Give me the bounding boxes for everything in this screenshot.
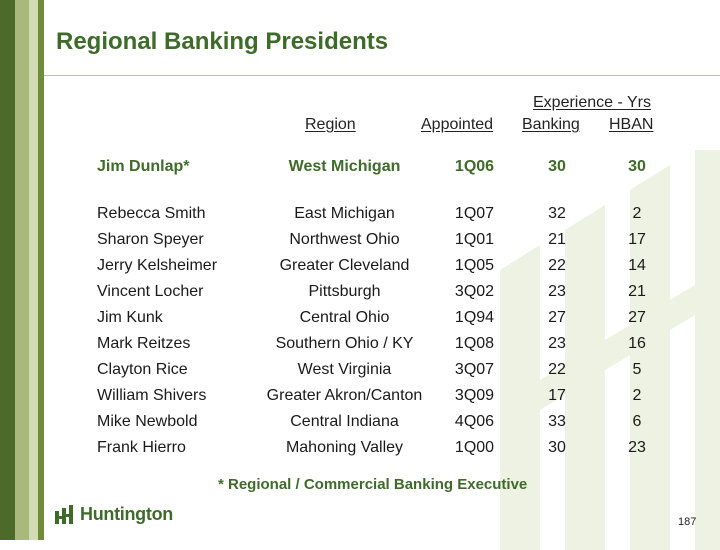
cell-region: Central Indiana [290, 413, 399, 430]
cell-appointed: 3Q09 [454, 387, 495, 404]
table-row: Clayton Rice West Virginia 3Q07 22 5 [84, 357, 677, 383]
cell-banking: 22 [548, 257, 566, 274]
cell-region: West Virginia [297, 361, 392, 378]
cell-name: Rebecca Smith [97, 205, 206, 222]
presidents-table: Jim Dunlap* West Michigan 1Q06 30 30 Reb… [84, 154, 677, 461]
title-divider [44, 75, 720, 76]
cell-appointed: 1Q07 [454, 205, 495, 222]
cell-hban: 16 [628, 335, 646, 352]
band-stripe-accent [38, 0, 44, 540]
col-header-appointed: Appointed [421, 116, 494, 133]
cell-name: Clayton Rice [97, 361, 188, 378]
cell-banking: 21 [548, 231, 566, 248]
table-row: Jim Kunk Central Ohio 1Q94 27 27 [84, 305, 677, 331]
cell-hban: 6 [632, 413, 642, 430]
experience-group-header: Experience - Yrs [533, 94, 651, 111]
brand-logo: Huntington [54, 504, 173, 525]
cell-name: Jim Kunk [97, 309, 163, 326]
col-header-hban: HBAN [609, 116, 654, 133]
spacer-cell [84, 180, 677, 201]
cell-hban: 14 [628, 257, 646, 274]
presidents-table-body: Jim Dunlap* West Michigan 1Q06 30 30 Reb… [84, 154, 677, 461]
table-row: Vincent Locher Pittsburgh 3Q02 23 21 [84, 279, 677, 305]
cell-region: Pittsburgh [308, 283, 381, 300]
cell-banking: 23 [548, 283, 566, 300]
cell-hban: 23 [628, 439, 646, 456]
cell-region: East Michigan [294, 205, 395, 222]
table-row: Mark Reitzes Southern Ohio / KY 1Q08 23 … [84, 331, 677, 357]
cell-appointed: 1Q05 [454, 257, 495, 274]
cell-region: Northwest Ohio [289, 231, 400, 248]
cell-name: Mike Newbold [97, 413, 198, 430]
cell-hban: 17 [628, 231, 646, 248]
cell-appointed: 3Q07 [454, 361, 495, 378]
cell-appointed: 1Q00 [454, 439, 495, 456]
table-row: Frank Hierro Mahoning Valley 1Q00 30 23 [84, 435, 677, 461]
cell-name: Jim Dunlap* [97, 158, 190, 175]
cell-name: William Shivers [97, 387, 207, 404]
cell-banking: 27 [548, 309, 566, 326]
cell-appointed: 1Q94 [454, 309, 495, 326]
cell-region: Southern Ohio / KY [275, 335, 414, 352]
cell-appointed: 4Q06 [454, 413, 495, 430]
cell-appointed: 1Q01 [454, 231, 495, 248]
table-row: Mike Newbold Central Indiana 4Q06 33 6 [84, 409, 677, 435]
cell-banking: 33 [548, 413, 566, 430]
cell-banking: 30 [548, 158, 566, 175]
huntington-bars-icon [55, 504, 73, 524]
band-stripe-light [29, 0, 38, 540]
footnote: * Regional / Commercial Banking Executiv… [218, 476, 528, 493]
cell-appointed: 3Q02 [454, 283, 495, 300]
cell-name: Jerry Kelsheimer [97, 257, 218, 274]
cell-hban: 21 [628, 283, 646, 300]
table-row: Rebecca Smith East Michigan 1Q07 32 2 [84, 201, 677, 227]
table-row: Sharon Speyer Northwest Ohio 1Q01 21 17 [84, 227, 677, 253]
cell-hban: 2 [632, 205, 642, 222]
cell-region: Central Ohio [299, 309, 390, 326]
cell-name: Mark Reitzes [97, 335, 191, 352]
cell-name: Vincent Locher [97, 283, 204, 300]
table-row-featured: Jim Dunlap* West Michigan 1Q06 30 30 [84, 154, 677, 180]
table-row: William Shivers Greater Akron/Canton 3Q0… [84, 383, 677, 409]
cell-banking: 22 [548, 361, 566, 378]
cell-hban: 27 [628, 309, 646, 326]
watermark-logo-icon [500, 150, 720, 550]
table-row: Jerry Kelsheimer Greater Cleveland 1Q05 … [84, 253, 677, 279]
cell-region: Mahoning Valley [285, 439, 404, 456]
cell-region: Greater Akron/Canton [266, 387, 423, 404]
band-stripe-dark [0, 0, 15, 540]
cell-region: Greater Cleveland [279, 257, 410, 274]
logo-wordmark: Huntington [80, 504, 173, 524]
page-title: Regional Banking Presidents [56, 28, 389, 55]
col-header-region: Region [305, 116, 356, 133]
col-header-banking: Banking [522, 116, 580, 133]
cell-banking: 30 [548, 439, 566, 456]
cell-appointed: 1Q08 [454, 335, 495, 352]
cell-banking: 32 [548, 205, 566, 222]
cell-appointed: 1Q06 [454, 158, 495, 175]
cell-region: West Michigan [288, 158, 401, 175]
page-number: 187 [678, 516, 697, 528]
cell-banking: 17 [548, 387, 566, 404]
cell-hban: 5 [632, 361, 642, 378]
band-stripe-mid [15, 0, 29, 540]
cell-name: Sharon Speyer [97, 231, 204, 248]
cell-hban: 2 [632, 387, 642, 404]
table-spacer-row [84, 180, 677, 201]
cell-hban: 30 [628, 158, 646, 175]
cell-name: Frank Hierro [97, 439, 186, 456]
cell-banking: 23 [548, 335, 566, 352]
left-decorative-band [0, 0, 44, 540]
